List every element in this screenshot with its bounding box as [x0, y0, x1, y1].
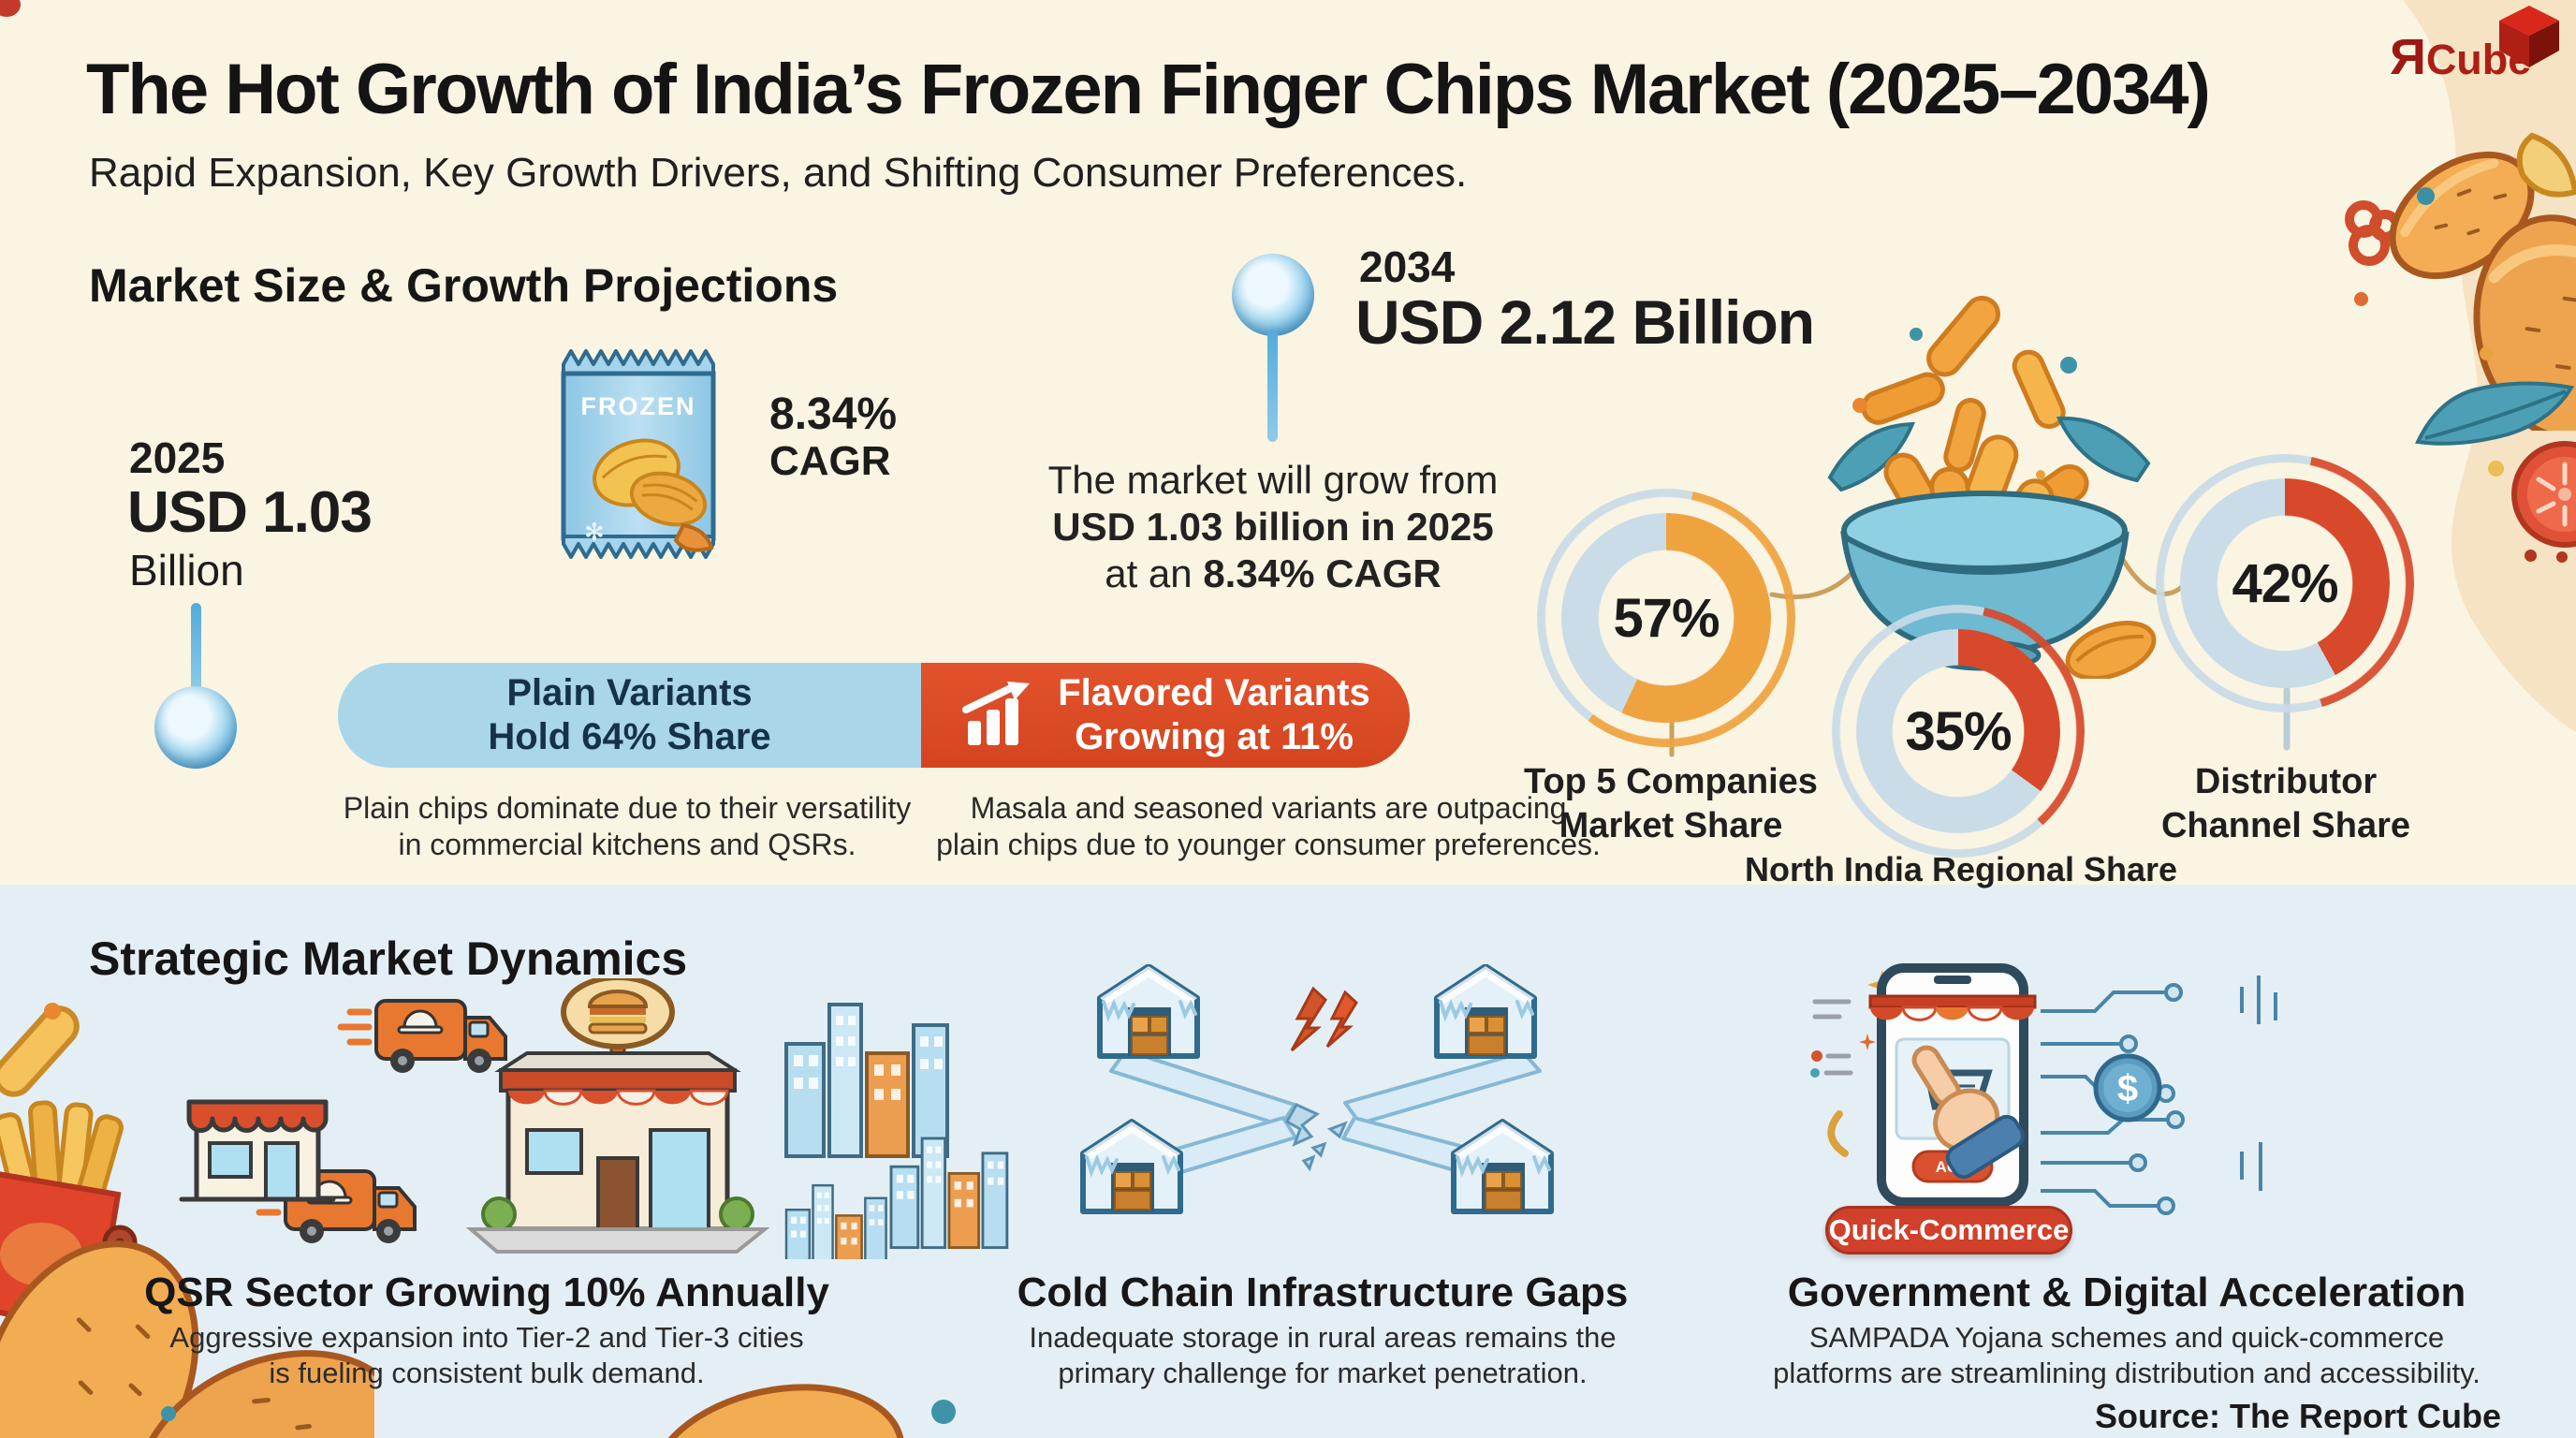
label-line1: Top 5 Companies — [1524, 762, 1818, 801]
herb-leaf-icon — [2415, 381, 2575, 446]
quick-commerce-badge: Quick-Commerce — [1825, 1206, 2072, 1255]
growth-note-line3-pre: at an — [1105, 551, 1204, 595]
cold-chain-illustration — [1016, 964, 1633, 1259]
stat-2025-unit: Billion — [129, 546, 244, 594]
cagr-value: 8.34% — [769, 389, 898, 439]
market-section-heading: Market Size & Growth Projections — [89, 259, 839, 312]
card-coldchain-line2: primary challenge for market penetration… — [1058, 1357, 1588, 1389]
yellow-dot — [2488, 461, 2504, 477]
pin-2025-icon — [154, 686, 237, 769]
growth-chart-icon — [962, 682, 1031, 745]
badge-label: Quick-Commerce — [1828, 1213, 2070, 1246]
bottom-deco — [649, 1384, 956, 1438]
flavored-bar-caption: Masala and seasoned variants are outpaci… — [922, 790, 1615, 863]
corner-red-dot — [0, 0, 21, 17]
card-qsr-line2: is fueling consistent bulk demand. — [269, 1357, 705, 1389]
card-coldchain-line1: Inadequate storage in rural areas remain… — [1029, 1321, 1617, 1354]
frozen-package-icon: FROZEN ✻ — [561, 349, 716, 559]
donut-distributor-label: Distributor Channel Share — [2103, 760, 2468, 848]
card-qsr-text: Aggressive expansion into Tier-2 and Tie… — [112, 1320, 861, 1391]
cube-logo-icon — [2499, 6, 2559, 67]
donut-top5-label: Top 5 Companies Market Share — [1488, 760, 1853, 848]
plain-bar-line1: Plain Variants — [506, 672, 753, 713]
plain-bar-line2: Hold 64% Share — [488, 716, 771, 757]
stat-2025-year: 2025 — [129, 433, 226, 482]
label-line2: Market Share — [1559, 806, 1783, 845]
card-coldchain-text: Inadequate storage in rural areas remain… — [948, 1320, 1697, 1391]
donut-ring — [1561, 513, 1771, 723]
stat-2034-year: 2034 — [1359, 242, 1456, 291]
card-digital-line2: platforms are streamlining distribution … — [1773, 1357, 2481, 1389]
donut-ring — [1856, 629, 2060, 833]
cagr-label: CAGR — [769, 438, 891, 484]
quick-commerce-illustration: ACN $ — [1810, 963, 2277, 1215]
flavored-caption-line2: plain chips due to younger consumer pref… — [936, 828, 1601, 861]
donut-north-india-label: North India Regional Share — [1718, 847, 2204, 891]
potatoes-decoration — [2389, 132, 2576, 431]
logo-mark: Я — [2390, 29, 2426, 85]
label-line1: North India Regional Share — [1744, 850, 2178, 888]
flavored-variants-bar: Flavored Variants Growing at 11% — [921, 663, 1410, 768]
snowflake-icon: ✻ — [584, 518, 605, 546]
dollar-coin-icon: $ — [2117, 1068, 2138, 1109]
flavored-bar-line2: Growing at 11% — [1075, 716, 1354, 757]
donut-value: 42% — [2232, 552, 2338, 614]
dynamics-section-heading: Strategic Market Dynamics — [89, 932, 688, 985]
label-line1: Distributor — [2194, 762, 2378, 801]
orange-dot — [2480, 346, 2494, 360]
donut-ring — [2180, 478, 2390, 688]
card-qsr-title: QSR Sector Growing 10% Annually — [144, 1269, 829, 1315]
package-label: FROZEN — [581, 392, 696, 420]
donut-value: 35% — [1905, 700, 2012, 762]
flavored-caption-line1: Masala and seasoned variants are outpaci… — [970, 791, 1567, 825]
growth-note-line1: The market will grow from — [1047, 458, 1499, 502]
card-coldchain-title: Cold Chain Infrastructure Gaps — [1017, 1269, 1629, 1315]
plain-bar-caption: Plain chips dominate due to their versat… — [309, 790, 945, 863]
page-title: The Hot Growth of India’s Frozen Finger … — [86, 50, 2211, 129]
red-dot — [2525, 550, 2537, 562]
teal-dot — [2417, 187, 2435, 205]
card-qsr-line1: Aggressive expansion into Tier-2 and Tie… — [169, 1321, 804, 1354]
fries-pack-decoration — [0, 1003, 374, 1438]
card-digital-line1: SAMPADA Yojana schemes and quick-commerc… — [1808, 1321, 2445, 1354]
source-credit: Source: The Report Cube — [2094, 1397, 2501, 1435]
donut-north-india: 35% — [1832, 605, 2085, 858]
pin-2034-icon — [1232, 254, 1314, 336]
pointing-hand-icon — [1911, 1045, 2025, 1180]
donut-distributor: 42% — [2156, 454, 2414, 712]
plain-caption-line2: in commercial kitchens and QSRs. — [398, 828, 856, 861]
stat-2025-value: USD 1.03 — [127, 480, 373, 545]
plain-variants-bar: Plain Variants Hold 64% Share — [338, 663, 921, 768]
card-digital-text: SAMPADA Yojana schemes and quick-commerc… — [1696, 1320, 2557, 1391]
red-dot — [2556, 551, 2568, 563]
growth-note: The market will grow from USD 1.03 billi… — [852, 457, 1694, 597]
plain-caption-line1: Plain chips dominate due to their versat… — [343, 791, 912, 825]
stat-2034-value: USD 2.12 Billion — [1355, 287, 1815, 357]
qsr-illustration — [179, 978, 1009, 1259]
orange-dot — [2354, 292, 2368, 306]
growth-note-line2-rest: in 2025 — [1349, 505, 1494, 549]
donut-value: 57% — [1613, 587, 1720, 649]
flavored-bar-line1: Flavored Variants — [1058, 672, 1370, 713]
tomato-slice-icon — [2511, 441, 2576, 548]
growth-note-line3-bold: 8.34% CAGR — [1203, 551, 1442, 595]
growth-note-line2-bold: USD 1.03 billion — [1052, 505, 1350, 549]
card-digital-title: Government & Digital Acceleration — [1787, 1269, 2466, 1315]
label-line2: Channel Share — [2160, 806, 2411, 845]
donut-top5-companies: 57% — [1537, 489, 1795, 747]
pin-2025-stem-icon — [191, 603, 201, 693]
pin-2034-stem-icon — [1267, 330, 1278, 442]
page-subtitle: Rapid Expansion, Key Growth Drivers, and… — [89, 150, 1468, 196]
